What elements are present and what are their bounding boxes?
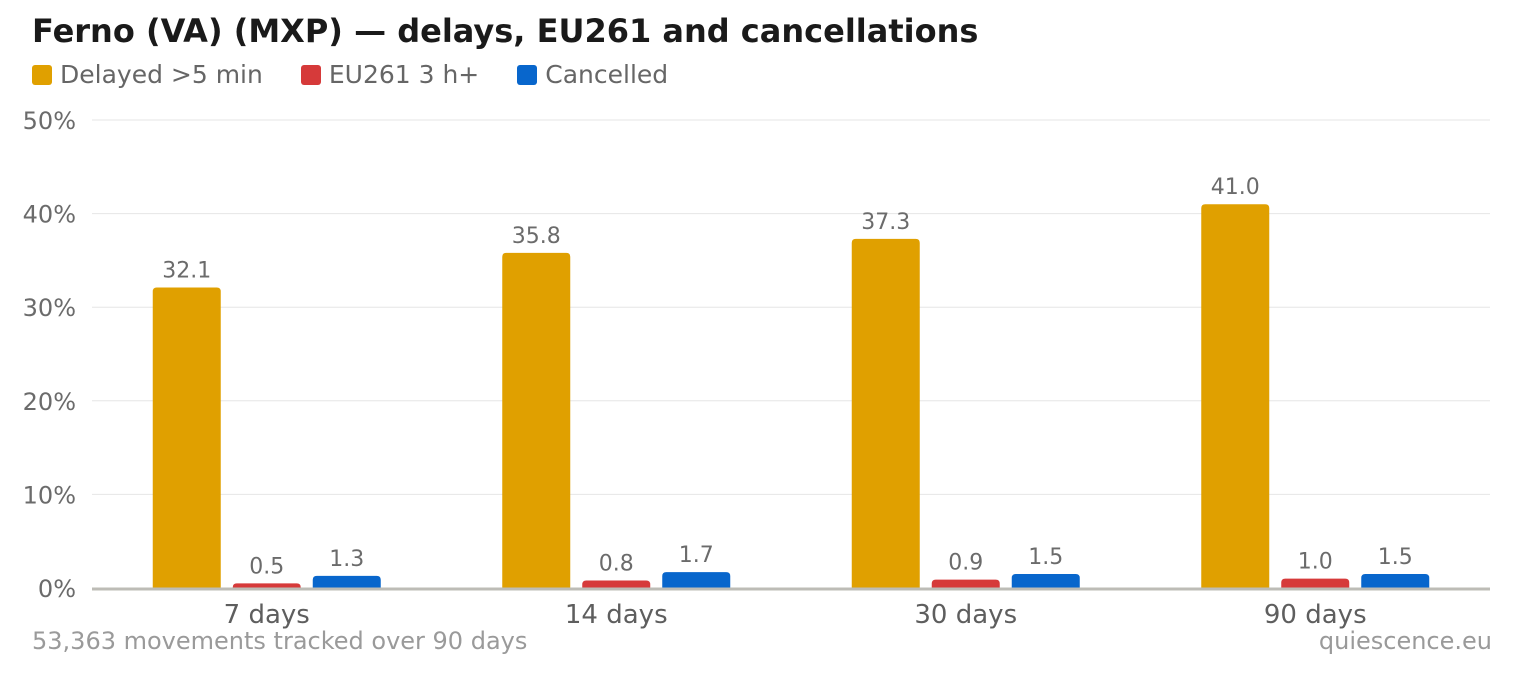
data-label: 1.5 bbox=[1028, 545, 1063, 570]
data-label: 37.3 bbox=[861, 210, 910, 235]
data-label: 1.3 bbox=[329, 547, 364, 572]
y-tick-label: 0% bbox=[38, 575, 76, 603]
y-tick-label: 10% bbox=[23, 481, 76, 509]
y-tick-label: 40% bbox=[23, 201, 76, 229]
legend-label-delayed: Delayed >5 min bbox=[60, 60, 263, 89]
data-label: 0.8 bbox=[599, 552, 634, 577]
x-tick-label: 14 days bbox=[565, 600, 668, 630]
data-label: 32.1 bbox=[162, 259, 211, 284]
bar bbox=[1281, 578, 1350, 588]
bar bbox=[1361, 573, 1430, 588]
bar bbox=[1011, 573, 1080, 588]
legend-swatch-eu261 bbox=[300, 64, 321, 85]
x-tick-label: 30 days bbox=[914, 600, 1017, 630]
y-tick-label: 20% bbox=[23, 388, 76, 416]
data-label: 1.5 bbox=[1378, 545, 1413, 570]
bar bbox=[931, 579, 1000, 588]
legend-swatch-cancelled bbox=[517, 64, 538, 85]
chart-legend: Delayed >5 min EU261 3 h+ Cancelled bbox=[32, 60, 706, 89]
bar bbox=[1201, 204, 1270, 589]
data-label: 0.5 bbox=[249, 554, 284, 579]
bar bbox=[232, 583, 301, 588]
bar bbox=[502, 252, 571, 589]
bar bbox=[582, 580, 651, 588]
legend-item-cancelled: Cancelled bbox=[517, 60, 668, 89]
chart-title: Ferno (VA) (MXP) — delays, EU261 and can… bbox=[32, 12, 979, 50]
data-label: 1.7 bbox=[679, 543, 714, 568]
legend-label-eu261: EU261 3 h+ bbox=[328, 60, 480, 89]
bar bbox=[851, 238, 920, 588]
footer-note: 53,363 movements tracked over 90 days bbox=[32, 627, 528, 655]
data-label: 35.8 bbox=[512, 224, 561, 249]
x-tick-label: 90 days bbox=[1264, 600, 1367, 630]
bar bbox=[152, 287, 221, 588]
data-label: 41.0 bbox=[1211, 175, 1260, 200]
legend-label-cancelled: Cancelled bbox=[545, 60, 669, 89]
data-label: 1.0 bbox=[1298, 550, 1333, 575]
bar bbox=[662, 572, 731, 588]
footer-source: quiescence.eu bbox=[1318, 627, 1492, 655]
y-tick-label: 50% bbox=[23, 107, 76, 135]
bar bbox=[312, 575, 381, 588]
legend-item-eu261: EU261 3 h+ bbox=[300, 60, 480, 89]
x-tick-label: 7 days bbox=[224, 600, 310, 630]
data-label: 0.9 bbox=[948, 551, 983, 576]
legend-item-delayed: Delayed >5 min bbox=[32, 60, 263, 89]
legend-swatch-delayed bbox=[32, 64, 52, 85]
y-tick-label: 30% bbox=[23, 294, 76, 322]
